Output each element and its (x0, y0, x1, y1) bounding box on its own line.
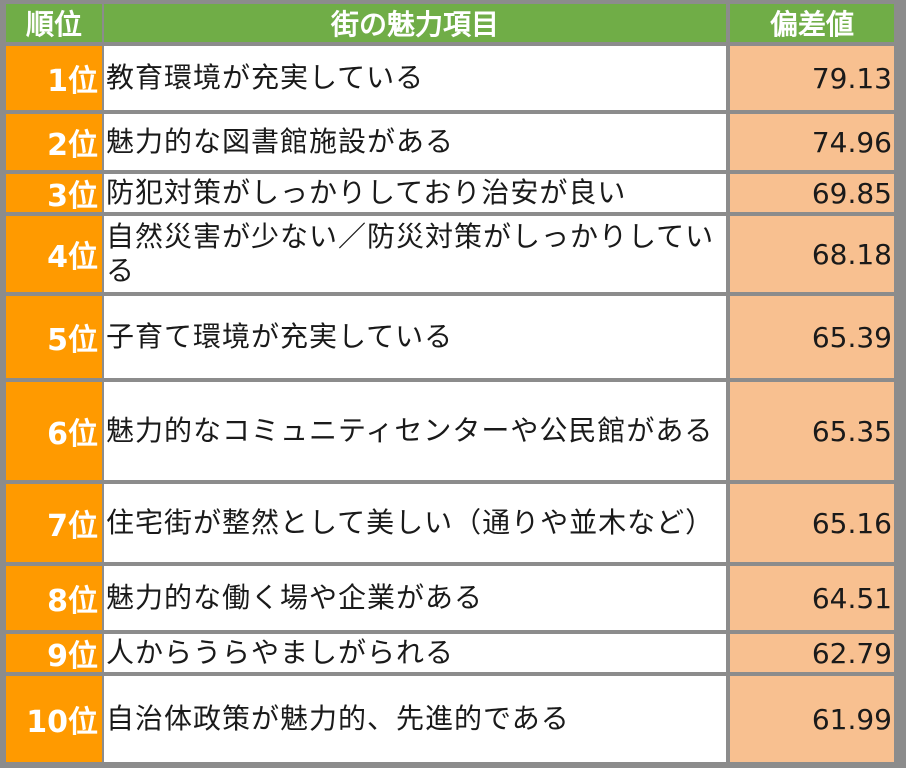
item-cell: 住宅街が整然として美しい（通りや並木など） (104, 484, 726, 562)
table-row: 7位 住宅街が整然として美しい（通りや並木など） 65.16 (6, 484, 894, 562)
score-cell: 64.51 (730, 566, 894, 630)
table-row: 4位 自然災害が少ない／防災対策がしっかりしている 68.18 (6, 216, 894, 292)
item-cell: 自然災害が少ない／防災対策がしっかりしている (104, 216, 726, 292)
rank-cell: 2位 (6, 114, 102, 170)
score-cell: 69.85 (730, 174, 894, 212)
rank-cell: 3位 (6, 174, 102, 214)
table-row: 9位 人からうらやましがられる 62.79 (6, 634, 894, 674)
score-cell: 65.39 (730, 296, 894, 378)
item-cell: 魅力的な働く場や企業がある (104, 566, 726, 630)
item-cell: 子育て環境が充実している (104, 296, 726, 378)
header-item: 街の魅力項目 (104, 4, 726, 42)
table-row: 10位 自治体政策が魅力的、先進的である 61.99 (6, 676, 894, 762)
table-row: 3位 防犯対策がしっかりしており治安が良い 69.85 (6, 174, 894, 214)
score-cell: 68.18 (730, 216, 894, 292)
header-score: 偏差値 (730, 4, 894, 42)
header-rank: 順位 (6, 4, 102, 42)
rank-cell: 5位 (6, 296, 102, 378)
table-row: 8位 魅力的な働く場や企業がある 64.51 (6, 566, 894, 630)
table-row: 1位 教育環境が充実している 79.13 (6, 46, 894, 110)
score-cell: 62.79 (730, 634, 894, 672)
score-cell: 61.99 (730, 676, 894, 762)
rank-cell: 4位 (6, 216, 102, 292)
item-cell: 魅力的な図書館施設がある (104, 114, 726, 170)
item-cell: 人からうらやましがられる (104, 634, 726, 672)
table-row: 6位 魅力的なコミュニティセンターや公民館がある 65.35 (6, 382, 894, 480)
table-row: 5位 子育て環境が充実している 65.39 (6, 296, 894, 378)
score-cell: 65.35 (730, 382, 894, 480)
rank-cell: 10位 (6, 676, 102, 762)
item-cell: 教育環境が充実している (104, 46, 726, 110)
table-header-row: 順位 街の魅力項目 偏差値 (6, 4, 894, 42)
item-cell: 防犯対策がしっかりしており治安が良い (104, 174, 726, 212)
score-cell: 65.16 (730, 484, 894, 562)
rank-cell: 9位 (6, 634, 102, 674)
score-cell: 79.13 (730, 46, 894, 110)
item-cell: 魅力的なコミュニティセンターや公民館がある (104, 382, 726, 480)
table-row: 2位 魅力的な図書館施設がある 74.96 (6, 114, 894, 170)
rank-cell: 7位 (6, 484, 102, 562)
rank-cell: 8位 (6, 566, 102, 630)
rank-cell: 6位 (6, 382, 102, 480)
item-cell: 自治体政策が魅力的、先進的である (104, 676, 726, 762)
score-cell: 74.96 (730, 114, 894, 170)
rank-cell: 1位 (6, 46, 102, 110)
